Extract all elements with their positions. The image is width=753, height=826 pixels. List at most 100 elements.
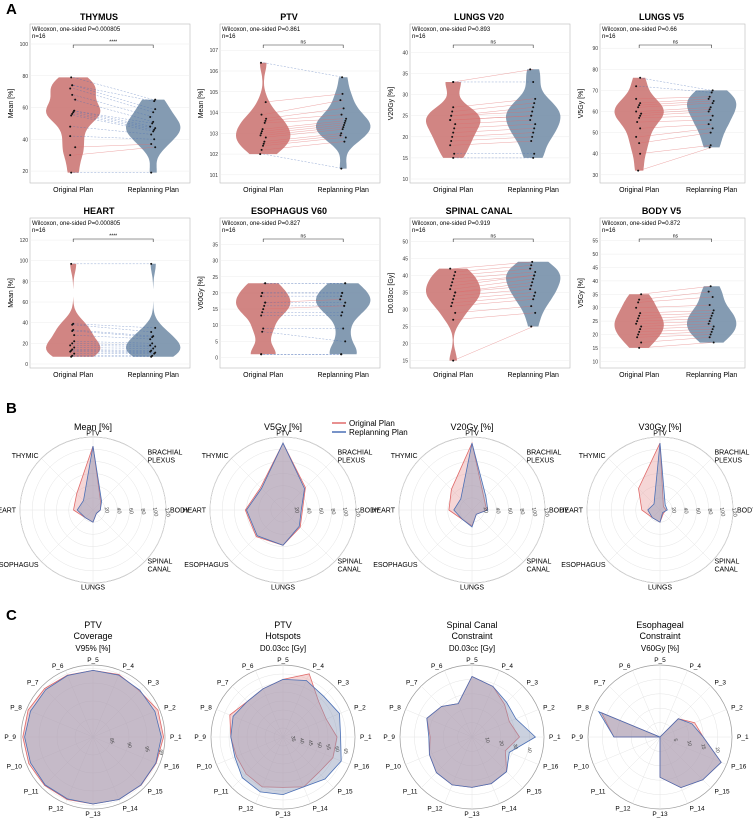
- data-point: [640, 341, 643, 344]
- data-point: [149, 350, 152, 353]
- data-point: [639, 114, 642, 117]
- radar-axis-label-line: BRACHIAL: [147, 449, 182, 456]
- violin-panel: THYMUS Wilcoxon, one-sided P=0.000805n=16…: [8, 12, 191, 194]
- pair-line: [639, 128, 712, 138]
- pair-line: [453, 292, 534, 300]
- pair-line: [263, 126, 344, 136]
- radar-spoke: [471, 458, 524, 511]
- radar-axis-label: P_1: [170, 734, 182, 741]
- radar-ring-label: 50: [316, 742, 323, 749]
- radar-spoke: [231, 685, 284, 738]
- data-point: [264, 101, 267, 104]
- data-point: [151, 342, 154, 345]
- radar-axis-label: THYMIC: [202, 453, 229, 460]
- data-point: [71, 329, 74, 332]
- radar-axis-label: P_15: [714, 789, 730, 796]
- data-point: [71, 323, 74, 326]
- data-point: [449, 288, 452, 291]
- data-point: [530, 305, 533, 308]
- y-tick-label: 10: [402, 177, 408, 183]
- data-point: [635, 97, 638, 100]
- data-point: [71, 112, 74, 115]
- n-text: n=16: [412, 34, 426, 40]
- data-point: [454, 311, 457, 314]
- data-point: [343, 121, 346, 124]
- pair-line: [73, 126, 154, 135]
- radar-replanning-polygon: [246, 442, 305, 546]
- radar-ring-label: 60: [694, 508, 701, 515]
- data-point: [264, 282, 267, 285]
- radar-axis-label: P_3: [526, 680, 538, 687]
- data-point: [261, 291, 264, 294]
- x-category-label: Original Plan: [243, 187, 283, 194]
- radar-ring-label: 10: [686, 740, 693, 747]
- radar-axis-label: SPINAL CANAL: [147, 558, 172, 573]
- radar-replanning-polygon: [597, 710, 722, 789]
- pair-line: [263, 118, 344, 124]
- radar-axis-label: BRACHIAL PLEXUS: [526, 449, 561, 464]
- y-tick-label: 10: [212, 323, 218, 329]
- significance-bracket: [452, 44, 534, 48]
- radar-ring-label: 35: [289, 736, 296, 743]
- radar-axis-label: BODY: [360, 507, 380, 514]
- y-tick-label: 45: [402, 256, 408, 262]
- y-tick-label: 60: [592, 110, 598, 116]
- radar-axis-label: P_12: [48, 805, 64, 812]
- data-point: [340, 113, 343, 116]
- data-point: [708, 108, 711, 111]
- data-point: [530, 114, 533, 117]
- pair-line: [73, 143, 154, 148]
- radar-axis-label: SPINAL CANAL: [714, 558, 739, 573]
- radar-axis-label: P_3: [337, 680, 349, 687]
- pair-line: [639, 320, 712, 324]
- pair-line: [73, 324, 154, 333]
- radar-spoke: [659, 509, 712, 562]
- radar-spoke: [255, 670, 284, 738]
- pair-line: [639, 331, 712, 335]
- radar-spoke: [405, 709, 473, 738]
- pair-line: [639, 107, 712, 112]
- radar-axis-label: P_10: [386, 764, 402, 771]
- data-point: [635, 135, 638, 138]
- radar-axis-label: P_11: [24, 789, 39, 796]
- radar-axis-label: PTV: [465, 430, 479, 437]
- pair-line: [639, 310, 712, 314]
- radar-spoke: [632, 736, 661, 804]
- pair-line: [73, 349, 154, 351]
- radar-axis-label: P_2: [354, 705, 366, 712]
- radar-title-line2: Hotspots: [265, 631, 301, 641]
- data-point: [710, 330, 713, 333]
- y-tick-label: 20: [402, 135, 408, 141]
- radar-axis-label: ESOPHAGUS: [184, 562, 229, 569]
- data-point: [638, 330, 641, 333]
- radar-title-line2: Constraint: [451, 631, 493, 641]
- radar-subtitle: V60Gy [%]: [641, 644, 679, 653]
- y-tick-label: 105: [210, 90, 219, 96]
- data-point: [451, 135, 454, 138]
- data-point: [153, 100, 156, 103]
- radar-spoke: [282, 709, 350, 738]
- data-point: [451, 110, 454, 113]
- data-point: [450, 140, 453, 143]
- x-category-label: Replanning Plan: [508, 187, 559, 194]
- radar-axis-label: THYMIC: [391, 453, 418, 460]
- radar-spoke: [92, 736, 160, 765]
- data-point: [153, 352, 156, 355]
- radar-ring-label: 100: [151, 507, 159, 517]
- pair-line: [639, 123, 712, 129]
- pair-line: [639, 336, 712, 343]
- radar-title: V20Gy [%]: [450, 422, 493, 432]
- radar-ring-label: 10: [484, 737, 491, 744]
- data-point: [532, 298, 535, 301]
- data-point: [69, 87, 72, 90]
- radar-ring-label: 40: [298, 738, 305, 745]
- radar-spoke: [282, 458, 335, 511]
- y-tick-label: 20: [212, 291, 218, 297]
- radar-replanning-polygon: [230, 678, 342, 796]
- data-point: [344, 301, 347, 304]
- y-tick-label: 30: [592, 306, 598, 312]
- radar-axis-label-line: CANAL: [714, 566, 737, 573]
- data-point: [707, 123, 710, 126]
- y-tick-label: 30: [402, 93, 408, 99]
